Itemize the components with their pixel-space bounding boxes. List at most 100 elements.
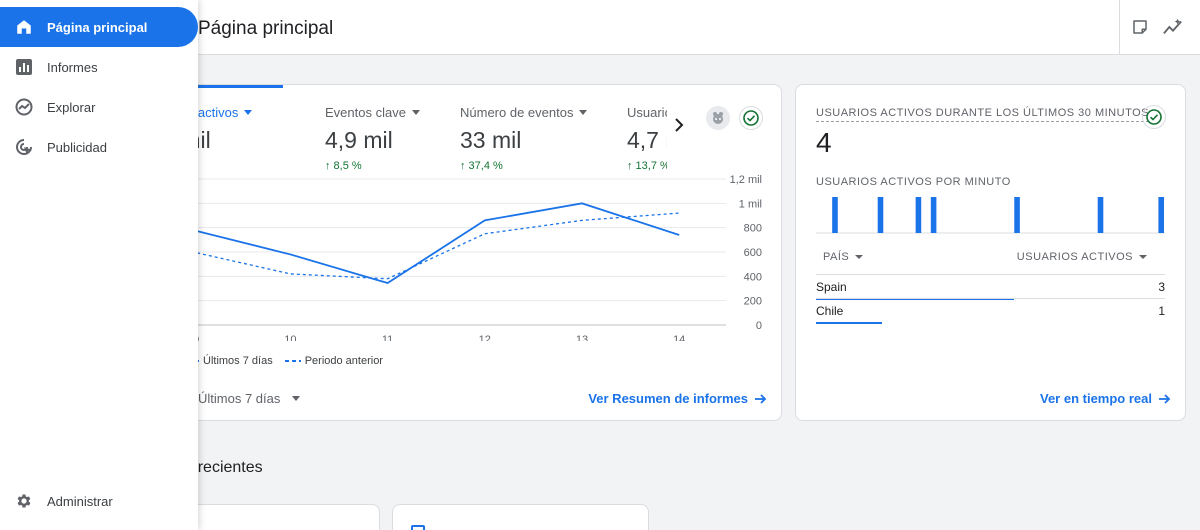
chevron-down-icon [1139, 255, 1147, 259]
metric-tab-event-count[interactable]: Número de eventos 33 mil ↑ 37,4 % [460, 105, 588, 172]
y-tick-label: 600 [744, 247, 762, 259]
realtime-title: USUARIOS ACTIVOS DURANTE LOS ÚLTIMOS 30 … [816, 107, 1149, 122]
minute-bar [832, 197, 838, 233]
metric-value: 33 mil [460, 127, 522, 153]
metric-value: 4,9 mil [325, 127, 393, 153]
date-range-label: Últimos 7 días [198, 391, 281, 406]
arrow-right-icon [1159, 393, 1171, 404]
sidebar-item-label: Publicidad [47, 139, 107, 155]
users-value: 1 [1158, 304, 1165, 318]
metric-tab-key-events[interactable]: Eventos clave 4,9 mil ↑ 8,5 % [325, 105, 420, 172]
notes-button[interactable] [1129, 16, 1151, 38]
table-row[interactable]: Spain 3 [816, 274, 1165, 300]
link-label: Ver en tiempo real [1040, 391, 1152, 406]
minute-bar [877, 197, 884, 233]
metric-label: Eventos clave [325, 105, 406, 120]
sidebar-item-home[interactable]: Página principal [0, 7, 198, 47]
insights-mascot-button[interactable] [706, 106, 730, 130]
sidebar-item-label: Informes [47, 59, 98, 75]
advertising-icon [14, 137, 34, 157]
check-circle-icon [1146, 109, 1162, 125]
note-icon [1133, 20, 1147, 34]
metric-label: Número de eventos [460, 105, 574, 120]
gear-icon [14, 491, 34, 511]
share-bar [816, 298, 1014, 300]
series-line-previous [151, 212, 680, 280]
sidebar-item-explore[interactable]: Explorar [0, 87, 198, 127]
insights-button[interactable] [1162, 16, 1184, 38]
users-per-minute-chart [816, 197, 1165, 234]
view-realtime-link[interactable]: Ver en tiempo real [1040, 391, 1171, 406]
x-tick-label: 11 [382, 334, 393, 341]
data-quality-status[interactable] [739, 106, 763, 130]
arrow-right-icon [755, 393, 767, 404]
sidebar-item-reports[interactable]: Informes [0, 47, 198, 87]
top-header: Página principal [0, 0, 1200, 55]
metric-delta: ↑ 13,7 % [627, 160, 667, 172]
minute-bar [1097, 197, 1104, 233]
explore-icon [14, 97, 34, 117]
y-tick-label: 800 [744, 223, 762, 235]
y-tick-label: 1,2 mil [730, 174, 762, 186]
insights-icon [1163, 18, 1182, 34]
minute-bar [1014, 197, 1020, 233]
sidebar-item-admin[interactable]: Administrar [0, 481, 198, 521]
chevron-down-icon [855, 255, 864, 259]
column-label: PAÍS [823, 251, 850, 263]
x-tick-label: 13 [576, 334, 588, 341]
home-icon [14, 17, 34, 37]
table-row[interactable]: Chile 1 [816, 298, 1165, 324]
minute-bar [915, 197, 922, 233]
x-tick-label: 12 [479, 334, 491, 341]
sidebar-item-label: Página principal [47, 19, 148, 35]
active-users-column-header[interactable]: USUARIOS ACTIVOS [1017, 251, 1147, 263]
report-icon [411, 525, 425, 530]
y-tick-label: 200 [744, 296, 762, 308]
metric-delta: ↑ 8,5 % [325, 160, 362, 172]
legend-current-label: Últimos 7 días [203, 355, 273, 367]
realtime-user-count: 4 [816, 127, 832, 158]
check-circle-icon [743, 110, 759, 126]
next-metrics-button[interactable] [673, 117, 685, 138]
metric-tab-new-users[interactable]: Usuarios nuevos 4,7 mil ↑ 13,7 % [627, 105, 667, 172]
y-tick-label: 1 mil [739, 198, 762, 210]
x-tick-label: 10 [284, 334, 296, 341]
chevron-down-icon [292, 396, 301, 401]
x-tick-label: 14 [673, 334, 685, 341]
insights-mascot-icon [713, 112, 723, 124]
minute-bar [930, 197, 937, 233]
legend-previous-label: Periodo anterior [304, 355, 383, 367]
chart-legend: Últimos 7 días Periodo anterior [187, 355, 383, 367]
users-value: 3 [1158, 280, 1165, 294]
link-label: Ver Resumen de informes [588, 391, 748, 406]
column-label: USUARIOS ACTIVOS [1016, 251, 1133, 263]
realtime-subtitle: USUARIOS ACTIVOS POR MINUTO [816, 176, 1011, 188]
y-tick-label: 0 [756, 320, 762, 332]
summary-card: Usuarios activos 3,9 mil ↑ 14,9 % Evento… [150, 84, 782, 421]
view-reports-summary-link[interactable]: Ver Resumen de informes [588, 391, 767, 406]
date-range-selector[interactable]: Últimos 7 días [198, 391, 301, 406]
share-bar [816, 322, 882, 324]
metric-delta: ↑ 37,4 % [460, 160, 503, 172]
recent-card[interactable] [392, 504, 649, 530]
chevron-down-icon [579, 110, 588, 115]
country-column-header[interactable]: PAÍS [823, 251, 864, 263]
bar-chart-icon [14, 57, 34, 77]
sidebar-item-advertising[interactable]: Publicidad [0, 127, 198, 167]
header-divider [1119, 0, 1120, 55]
realtime-card: USUARIOS ACTIVOS DURANTE LOS ÚLTIMOS 30 … [795, 84, 1186, 421]
legend-dashed-line-icon [284, 360, 301, 362]
series-line-current [151, 202, 680, 285]
realtime-status[interactable] [1142, 105, 1166, 129]
metric-label: Usuarios nuevos [627, 105, 667, 120]
sidebar-item-label: Administrar [47, 493, 113, 509]
chevron-down-icon [244, 110, 253, 115]
active-tab-indicator [151, 85, 283, 88]
metric-value: 4,7 mil [627, 127, 667, 153]
minute-bar [1158, 197, 1164, 233]
country-name: Chile [816, 304, 844, 318]
chevron-down-icon [411, 110, 420, 115]
page-title: Página principal [198, 18, 334, 39]
sidebar-item-label: Explorar [47, 99, 96, 115]
